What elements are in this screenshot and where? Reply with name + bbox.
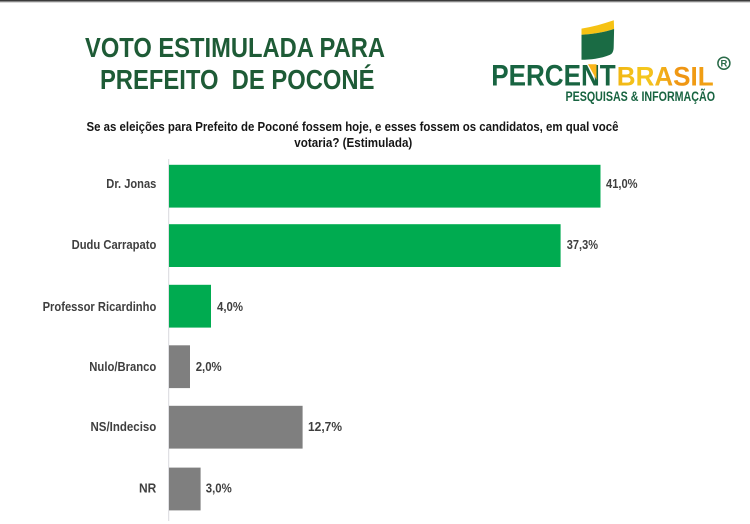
svg-text:PERCENT: PERCENT [491,60,616,93]
svg-text:PREFEITO DE POCONÉ: PREFEITO DE POCONÉ [100,64,375,95]
svg-text:NR: NR [139,482,156,496]
svg-text:votaria? (Estimulada): votaria? (Estimulada) [294,135,412,150]
svg-text:Se as eleições para Prefeito d: Se as eleições para Prefeito de Poconé f… [87,119,619,134]
svg-text:Dudu Carrapato: Dudu Carrapato [72,238,157,252]
svg-text:Dr. Jonas: Dr. Jonas [106,177,156,191]
svg-text:3,0%: 3,0% [206,482,232,496]
svg-text:PESQUISAS & INFORMAÇÃO: PESQUISAS & INFORMAÇÃO [566,89,716,104]
svg-text:37,3%: 37,3% [567,238,598,252]
svg-text:BRASIL: BRASIL [617,62,714,92]
svg-text:Nulo/Branco: Nulo/Branco [89,360,156,374]
svg-text:Professor Ricardinho: Professor Ricardinho [43,300,157,314]
svg-text:2,0%: 2,0% [196,360,222,374]
svg-text:12,7%: 12,7% [308,420,342,434]
svg-text:NS/Indeciso: NS/Indeciso [91,420,157,434]
svg-text:4,0%: 4,0% [217,300,243,314]
svg-text:41,0%: 41,0% [606,177,638,191]
svg-text:R: R [720,59,727,70]
svg-text:VOTO ESTIMULADA PARA: VOTO ESTIMULADA PARA [85,32,385,63]
